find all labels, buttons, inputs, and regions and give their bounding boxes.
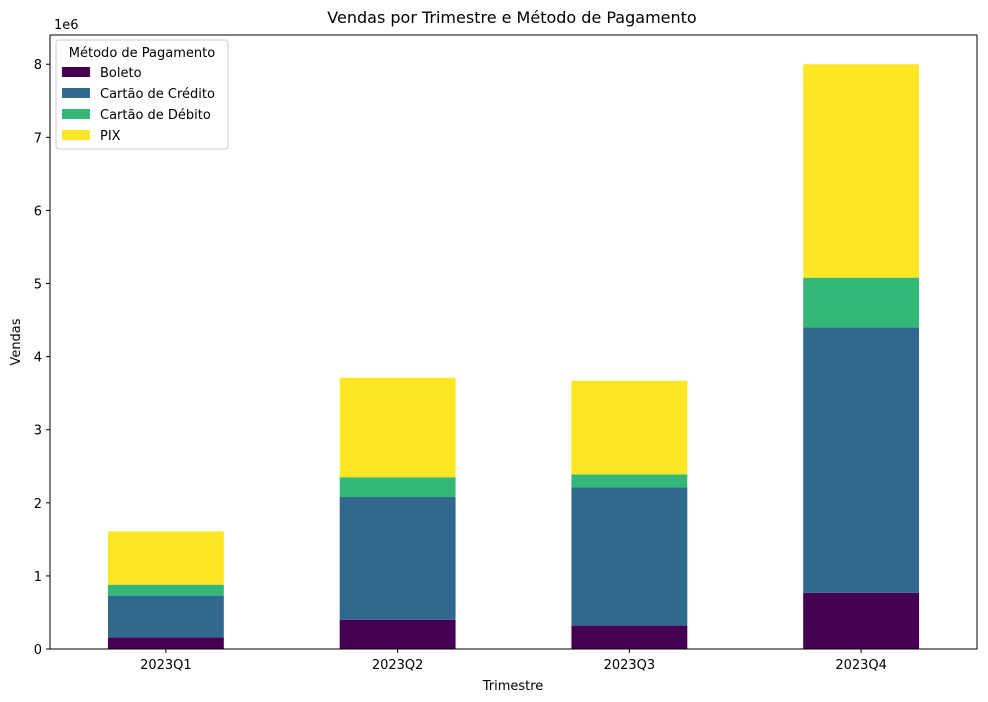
bar-2023Q2-series-1 bbox=[339, 496, 456, 620]
legend-swatch bbox=[62, 67, 90, 77]
bar-2023Q3-series-1 bbox=[571, 487, 688, 626]
y-tick-label: 1 bbox=[34, 570, 42, 585]
bar-2023Q3-series-0 bbox=[571, 625, 688, 649]
bar-2023Q1-series-1 bbox=[107, 595, 224, 638]
bar-2023Q3-series-2 bbox=[571, 474, 688, 488]
legend-label: Boleto bbox=[100, 66, 142, 81]
bar-2023Q2-series-0 bbox=[339, 619, 456, 649]
bar-2023Q1-series-0 bbox=[107, 637, 224, 649]
x-axis-label: Trimestre bbox=[482, 679, 544, 694]
y-tick-label: 3 bbox=[34, 424, 42, 439]
bar-2023Q4-series-0 bbox=[803, 592, 920, 649]
x-axis: 2023Q1 2023Q2 2023Q3 2023Q4 bbox=[140, 649, 887, 673]
legend-label: PIX bbox=[100, 129, 121, 144]
bar-2023Q4-series-2 bbox=[803, 277, 920, 328]
y-tick-label: 2 bbox=[34, 497, 42, 512]
x-tick-label: 2023Q4 bbox=[835, 658, 887, 673]
bar-2023Q4-series-1 bbox=[803, 327, 920, 593]
chart-title: Vendas por Trimestre e Método de Pagamen… bbox=[327, 8, 696, 27]
y-axis-offset-label: 1e6 bbox=[54, 18, 79, 33]
legend-label: Cartão de Débito bbox=[100, 108, 211, 123]
legend-entries: Boleto Cartão de Crédito Cartão de Débito P… bbox=[62, 66, 215, 144]
plot-frame bbox=[49, 34, 978, 650]
legend-label: Cartão de Crédito bbox=[100, 87, 215, 102]
bars-group bbox=[107, 64, 920, 649]
y-tick-label: 4 bbox=[34, 351, 42, 366]
y-tick-label: 6 bbox=[34, 204, 42, 219]
x-tick-label: 2023Q2 bbox=[372, 658, 424, 673]
legend: Método de Pagamento Boleto Cartão de Créd… bbox=[55, 39, 229, 150]
legend-swatch bbox=[62, 109, 90, 119]
y-tick-label: 8 bbox=[34, 58, 42, 73]
legend-title: Método de Pagamento bbox=[69, 46, 215, 61]
legend-swatch bbox=[62, 88, 90, 98]
y-tick-label: 0 bbox=[34, 643, 42, 658]
x-tick-label: 2023Q3 bbox=[604, 658, 656, 673]
y-tick-label: 5 bbox=[34, 278, 42, 293]
y-axis-label: Vendas bbox=[9, 318, 24, 365]
y-axis: 0 1 2 3 4 5 6 7 8 bbox=[34, 58, 50, 658]
bar-2023Q2-series-3 bbox=[339, 377, 456, 478]
legend-swatch bbox=[62, 130, 90, 140]
bar-2023Q2-series-2 bbox=[339, 477, 456, 497]
bar-2023Q1-series-2 bbox=[107, 584, 224, 596]
legend-box bbox=[55, 39, 229, 150]
x-tick-label: 2023Q1 bbox=[140, 658, 192, 673]
y-tick-label: 7 bbox=[34, 131, 42, 146]
bar-2023Q1-series-3 bbox=[107, 531, 224, 585]
bar-2023Q4-series-3 bbox=[803, 64, 920, 278]
bar-2023Q3-series-3 bbox=[571, 380, 688, 475]
